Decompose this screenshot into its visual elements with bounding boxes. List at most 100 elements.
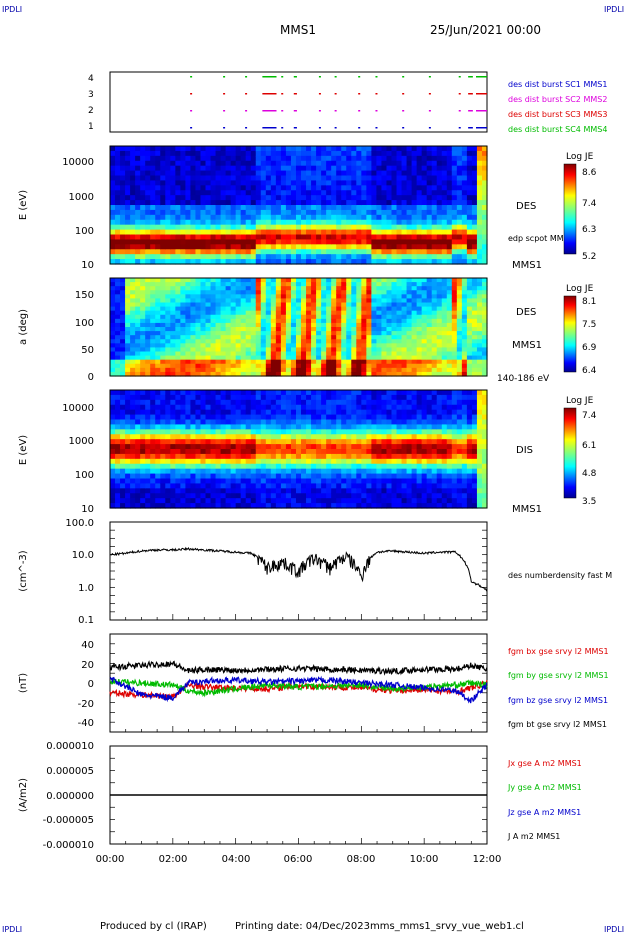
spectrogram-cell (371, 463, 378, 470)
spectrogram-cell (290, 419, 297, 426)
spectrogram-cell (476, 322, 483, 328)
spectrogram-cell (150, 478, 156, 485)
spectrogram-cell (195, 488, 202, 494)
spectrogram-cell (421, 294, 428, 300)
spectrogram-cell (190, 498, 197, 504)
spectrogram-cell (135, 363, 141, 369)
spectrogram-cell (260, 200, 267, 206)
spectrogram-cell (311, 444, 317, 450)
spectrogram-cell (265, 286, 272, 291)
spectrogram-cell (205, 468, 212, 475)
spectrogram-cell (436, 146, 443, 152)
spectrogram-cell (331, 488, 337, 494)
spectrogram-cell (210, 205, 217, 211)
spectrogram-cell (110, 150, 116, 157)
spectrogram-cell (265, 394, 272, 401)
spectrogram-cell (316, 335, 322, 340)
spectrogram-cell (411, 314, 418, 320)
spectrogram-cell (346, 331, 352, 336)
spectrogram-cell (180, 278, 186, 283)
spectrogram-cell (120, 180, 126, 186)
spectrogram-cell (165, 493, 171, 499)
spectrogram-cell (150, 363, 156, 369)
spectrogram-cell (230, 146, 237, 152)
spectrogram-cell (396, 371, 403, 377)
spectrogram-cell (115, 229, 121, 236)
spectrogram-cell (270, 444, 277, 450)
spectrogram-cell (386, 214, 393, 221)
spectrogram-cell (285, 439, 292, 445)
spectrogram-cell (240, 259, 247, 265)
spectrogram-cell (145, 419, 151, 426)
spectrogram-cell (175, 302, 181, 308)
spectrogram-cell (481, 371, 488, 377)
spectrogram-cell (356, 335, 362, 340)
spectrogram-cell (446, 302, 453, 308)
spectrogram-cell (220, 160, 227, 167)
spectrogram-cell (200, 483, 207, 489)
spectrogram-cell (476, 371, 483, 377)
spectrogram-cell (220, 205, 227, 211)
spectrogram-cell (145, 331, 151, 336)
spectrogram-cell (346, 473, 352, 480)
spectrogram-cell (406, 170, 413, 177)
spectrogram-cell (331, 239, 337, 245)
spectrogram-cell (145, 409, 151, 416)
spectrogram-cell (336, 347, 342, 353)
spectrogram-cell (125, 209, 131, 216)
spectrogram-cell (120, 155, 126, 162)
spectrogram-cell (396, 339, 403, 344)
spectrogram-cell (326, 185, 332, 191)
spectrogram-cell (225, 302, 232, 308)
spectrogram-cell (311, 414, 317, 421)
spectrogram-cell (180, 409, 186, 416)
spectrogram-cell (416, 185, 423, 191)
spectrogram-cell (130, 224, 136, 231)
spectrogram-cell (265, 278, 272, 283)
spectrogram-cell (180, 314, 186, 320)
spectrogram-cell (401, 214, 408, 221)
spectrogram-cell (145, 327, 151, 332)
spectrogram-cell (125, 294, 131, 300)
spectrogram-cell (110, 339, 116, 344)
spectrogram-cell (421, 146, 428, 152)
spectrogram-cell (160, 298, 166, 304)
spectrogram-cell (130, 478, 136, 485)
spectrogram-cell (406, 331, 413, 336)
spectrogram-cell (376, 239, 383, 245)
spectrogram-cell (361, 399, 367, 406)
spectrogram-cell (245, 190, 252, 196)
spectrogram-cell (260, 363, 267, 369)
spectrogram-cell (316, 463, 322, 470)
spectrogram-cell (391, 367, 398, 373)
spectrogram-cell (230, 244, 237, 250)
spectrogram-cell (341, 404, 347, 411)
spectrogram-cell (175, 155, 181, 162)
spectrogram-cell (235, 286, 242, 291)
spectrogram-cell (125, 367, 131, 373)
spectrogram-cell (336, 249, 342, 255)
spectrogram-cell (471, 298, 478, 304)
des-energy-ytick-1: 10000 (62, 157, 94, 168)
spectrogram-cell (326, 214, 332, 221)
spectrogram-cell (135, 310, 141, 316)
spectrogram-cell (210, 150, 217, 157)
spectrogram-cell (471, 294, 478, 300)
spectrogram-cell (205, 200, 212, 206)
spectrogram-cell (326, 219, 332, 226)
spectrogram-cell (391, 190, 398, 196)
spectrogram-cell (285, 155, 292, 162)
spectrogram-cell (346, 234, 352, 241)
spectrogram-cell (110, 165, 116, 172)
spectrogram-cell (391, 229, 398, 236)
spectrogram-cell (115, 359, 121, 365)
spectrogram-cell (431, 331, 438, 336)
spectrogram-cell (145, 483, 151, 489)
spectrogram-cell (245, 367, 252, 373)
spectrogram-cell (235, 310, 242, 316)
des-pitch-panel: a (deg) 150 100 50 0 DES MMS1 140-186 eV… (18, 277, 597, 384)
spectrogram-cell (471, 290, 478, 295)
spectrogram-cell (155, 351, 161, 357)
spectrogram-cell (341, 498, 347, 504)
spectrogram-cell (321, 160, 327, 167)
